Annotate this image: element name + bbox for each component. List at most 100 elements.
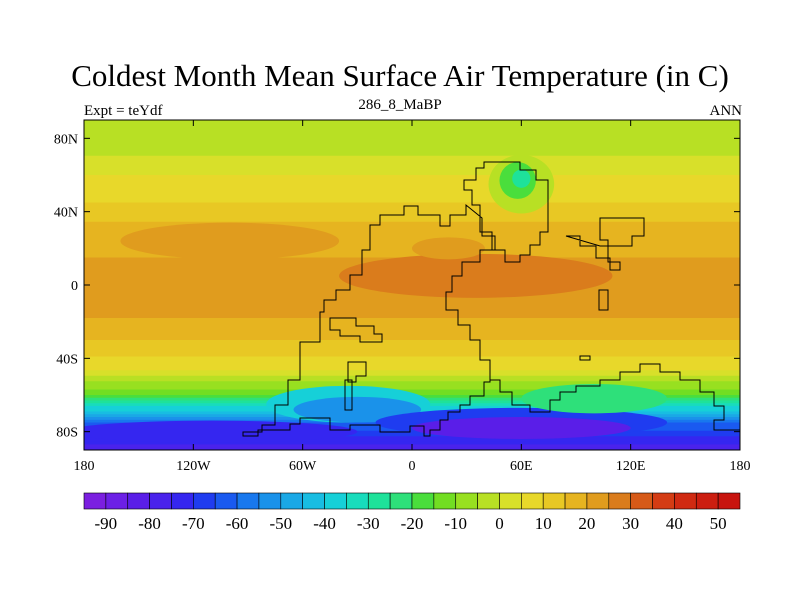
- temperature-band: [84, 329, 740, 333]
- colorbar-label: 50: [710, 514, 727, 533]
- colorbar-swatch: [433, 492, 457, 510]
- temperature-band: [84, 191, 740, 195]
- temperature-band: [84, 433, 740, 437]
- temperature-band: [84, 150, 740, 154]
- temperature-band: [84, 128, 740, 132]
- temperature-band: [84, 301, 740, 305]
- temperature-band: [84, 210, 740, 215]
- temperature-band: [84, 356, 740, 360]
- temperature-anomaly: [120, 222, 340, 260]
- temperature-band: [84, 216, 740, 220]
- temperature-anomaly: [293, 396, 422, 423]
- temperature-band: [84, 164, 740, 168]
- colorbar-swatch: [302, 492, 325, 510]
- temperature-band: [84, 194, 740, 198]
- temperature-band: [84, 221, 740, 226]
- temperature-band: [84, 227, 740, 231]
- colorbar-swatch: [521, 492, 544, 510]
- colorbar-label: 40: [666, 514, 683, 533]
- temperature-band: [84, 337, 740, 341]
- temperature-band: [84, 238, 740, 242]
- temperature-band: [84, 304, 740, 308]
- temperature-band: [84, 320, 740, 325]
- temperature-band: [84, 153, 740, 157]
- temperature-anomaly: [84, 420, 358, 443]
- temperature-band: [84, 441, 740, 446]
- y-tick-label: 80S: [56, 426, 78, 441]
- colorbar-swatch: [171, 492, 194, 510]
- colorbar-swatch: [717, 492, 741, 510]
- temperature-band: [84, 158, 740, 162]
- colorbar-swatch: [652, 492, 675, 510]
- colorbar-label: -10: [444, 514, 467, 533]
- temperature-band: [84, 353, 740, 358]
- chart-title: Coldest Month Mean Surface Air Temperatu…: [71, 58, 729, 93]
- temperature-band: [84, 224, 740, 228]
- x-tick-label: 120E: [616, 459, 646, 474]
- temperature-band: [84, 298, 740, 303]
- temperature-band: [84, 241, 740, 245]
- temperature-band: [84, 309, 740, 314]
- x-tick-label: 0: [409, 459, 416, 474]
- temperature-band: [84, 199, 740, 204]
- temperature-band: [84, 213, 740, 217]
- temperature-band: [84, 246, 740, 250]
- temperature-band: [84, 326, 740, 330]
- colorbar-swatch: [695, 492, 719, 510]
- temperature-anomaly: [411, 417, 631, 439]
- colorbar-swatch: [499, 492, 522, 510]
- temperature-band: [84, 243, 740, 248]
- x-tick-label: 60W: [289, 459, 317, 474]
- period-label: 286_8_MaBP: [358, 97, 442, 113]
- temperature-band: [84, 315, 740, 319]
- temperature-band: [84, 133, 740, 138]
- temperature-band: [84, 436, 740, 440]
- temperature-band: [84, 362, 740, 366]
- temperature-anomaly: [521, 384, 668, 414]
- experiment-label: Expt = teYdf: [84, 103, 163, 119]
- temperature-band: [84, 219, 740, 223]
- temperature-band: [84, 186, 740, 190]
- temperature-band: [84, 345, 740, 349]
- temperature-band: [84, 375, 740, 380]
- temperature-band: [84, 348, 740, 352]
- temperature-band: [84, 208, 740, 212]
- colorbar-label: -50: [269, 514, 292, 533]
- temperature-band: [84, 139, 740, 143]
- colorbar-swatch: [477, 492, 500, 510]
- temperature-band: [84, 342, 740, 347]
- temperature-anomaly: [512, 169, 531, 188]
- temperature-band: [84, 202, 740, 206]
- y-tick-label: 40S: [56, 352, 78, 367]
- temperature-band: [84, 197, 740, 201]
- temperature-band: [84, 389, 740, 393]
- temperature-band: [84, 175, 740, 179]
- y-tick-label: 40N: [54, 206, 78, 221]
- colorbar-swatch: [280, 492, 303, 510]
- colorbar-swatch: [346, 492, 369, 510]
- colorbar-swatch: [608, 492, 631, 510]
- temperature-band: [84, 296, 740, 300]
- x-axis: 180 120W 60W 0 60E 120E 180: [74, 120, 751, 474]
- temperature-band: [84, 131, 740, 135]
- colorbar-swatch: [411, 492, 435, 510]
- y-tick-label: 0: [71, 279, 78, 294]
- colorbar-swatch: [105, 492, 129, 510]
- colorbar-swatch: [367, 492, 391, 510]
- colorbar: -90 -80 -70 -60 -50 -40 -30 -20 -10 0 10 20 30 40 50: [83, 492, 741, 533]
- colorbar-swatch: [236, 492, 260, 510]
- colorbar-label: -40: [313, 514, 336, 533]
- temperature-band: [84, 136, 740, 140]
- temperature-band: [84, 249, 740, 253]
- temperature-band: [84, 386, 740, 391]
- temperature-band: [84, 384, 740, 388]
- colorbar-swatch: [542, 492, 566, 510]
- continent-outline: [242, 161, 740, 437]
- temperature-anomaly: [412, 237, 485, 260]
- colorbar-swatch: [83, 492, 107, 510]
- temperature-band: [84, 351, 740, 355]
- temperature-band: [84, 205, 740, 209]
- temperature-band: [84, 370, 740, 374]
- temperature-band: [84, 312, 740, 316]
